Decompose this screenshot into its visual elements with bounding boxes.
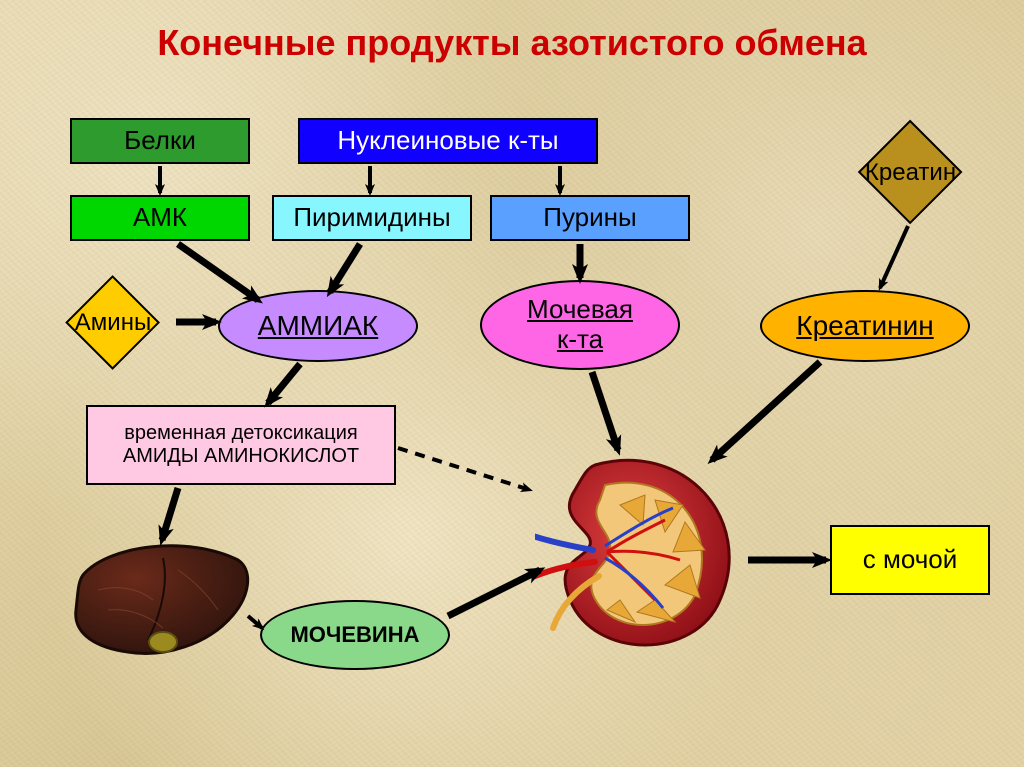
liver-illustration [68,540,253,660]
kidney-illustration [535,450,745,650]
label: временная детоксикацияАМИДЫ АМИНОКИСЛОТ [123,422,359,468]
node-urea: МОЧЕВИНА [260,600,450,670]
node-nucleic-acids: Нуклеиновые к-ты [298,118,598,164]
node-proteins: Белки [70,118,250,164]
node-temp-detox: временная детоксикацияАМИДЫ АМИНОКИСЛОТ [86,405,396,485]
label: Нуклеиновые к-ты [337,126,558,156]
label: с мочой [863,545,958,575]
label: АМК [133,203,187,233]
label: Пиримидины [293,203,450,233]
node-purines: Пурины [490,195,690,241]
label: АММИАК [258,310,378,342]
label: Амины [75,309,151,337]
node-creatine: Креатин [838,120,983,225]
node-creatinine: Креатинин [760,290,970,362]
node-amines: Амины [48,275,178,370]
label: МОЧЕВИНА [290,622,419,647]
label: Пурины [543,203,636,233]
node-ammonia: АММИАК [218,290,418,362]
node-amino-acids: АМК [70,195,250,241]
node-urine-output: с мочой [830,525,990,595]
label: Креатинин [796,310,933,342]
label: Белки [124,126,196,156]
label: Креатин [865,159,956,187]
node-pyrimidines: Пиримидины [272,195,472,241]
node-uric-acid: Мочеваяк-та [480,280,680,370]
diagram-stage: Конечные продукты азотистого обмена Белк… [0,0,1024,767]
label: Мочеваяк-та [527,295,633,355]
page-title: Конечные продукты азотистого обмена [0,22,1024,64]
